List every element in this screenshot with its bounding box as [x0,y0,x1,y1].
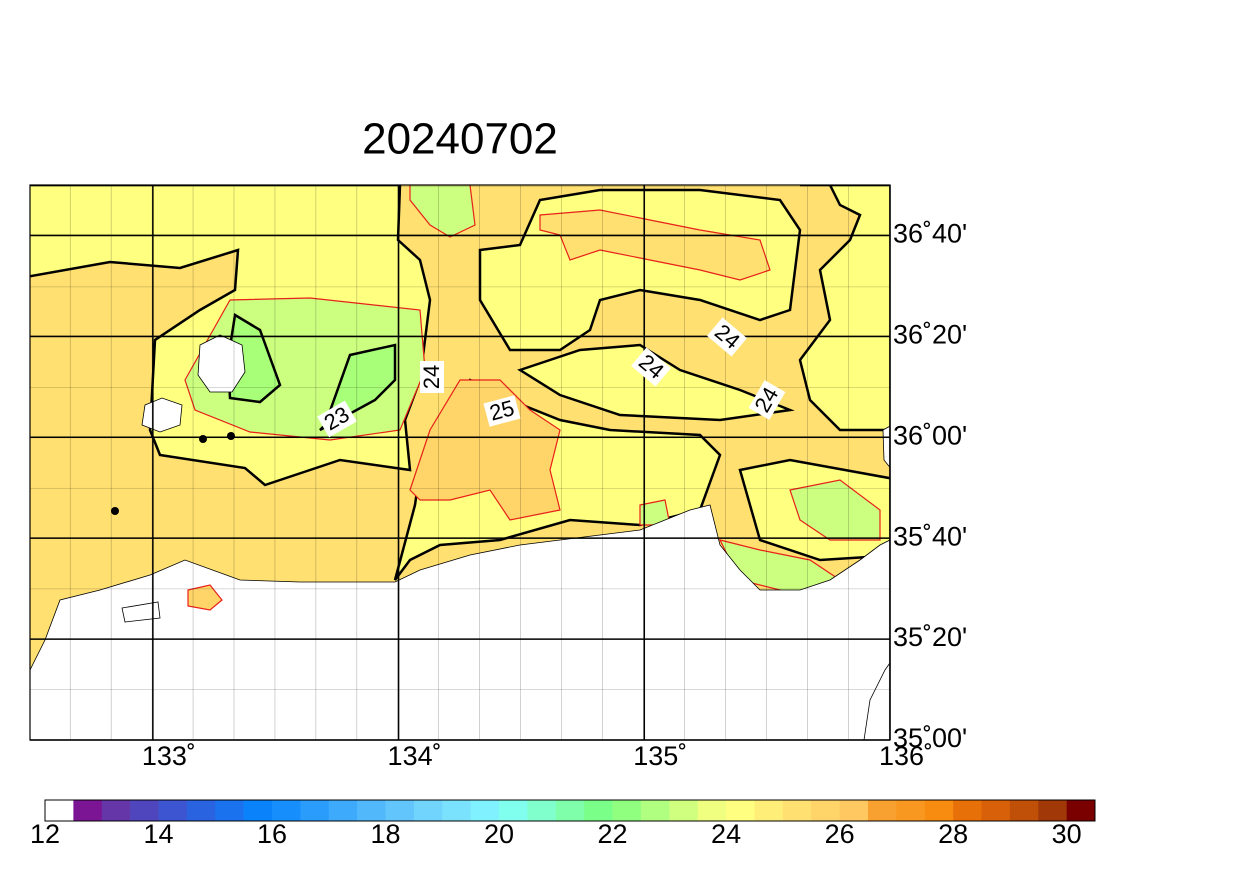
colorbar-box [811,800,840,821]
contour-label: 24 [419,361,444,393]
colorbar-box [101,800,131,821]
colorbar-box [442,800,471,821]
colorbar-box [867,800,897,821]
y-tick-label: 35˚40' [893,521,967,551]
x-tick-label: 135˚ [633,741,687,771]
colorbar-box [839,800,869,821]
colorbar-box [385,800,415,821]
colorbar-box [754,800,784,821]
colorbar-box [158,800,188,821]
colorbar-tick-label: 16 [257,819,287,849]
colorbar-tick-label: 28 [938,819,968,849]
colorbar-box [45,800,74,821]
colorbar-box [612,800,642,821]
colorbar-tick-label: 30 [1052,819,1082,849]
colorbar-box [272,800,301,821]
colorbar-box [1009,800,1039,821]
colorbar-box [357,800,386,821]
y-tick-label: 36˚00' [893,420,967,450]
x-tick-label: 133˚ [142,741,196,771]
colorbar-box [413,800,443,821]
colorbar-box [1038,800,1067,821]
colorbar-box [669,800,699,821]
minor-grid [30,185,890,740]
colorbar-box [1066,800,1096,821]
colorbar-box [782,800,812,821]
colorbar-box [73,800,103,821]
colorbar-box [584,800,613,821]
colorbar-frame [44,799,1096,822]
y-tick-label: 35˚00' [893,723,967,753]
colorbar-box [499,800,528,821]
contour-label-box [748,380,786,420]
colorbar-box [186,800,216,821]
colorbar-box [555,800,585,821]
map-frame [29,184,891,741]
colorbar-box [243,800,273,821]
contour-label-text: 24 [419,365,444,389]
colorbar-tick-label: 18 [371,819,401,849]
colorbar-box [726,800,755,821]
colorbar-box [470,800,500,821]
colorbar-box [300,800,330,821]
contour-label-box [631,347,671,387]
contour-label-box [483,395,521,427]
colorbar: 12 14 16 18 20 22 24 26 28 30 [30,799,1096,849]
colorbar-tick-label: 14 [143,819,173,849]
colorbar-tick-label: 22 [598,819,628,849]
contour-label-box [317,400,357,438]
colorbar-box [130,800,159,821]
colorbar-tick-label: 20 [484,819,514,849]
colorbar-tick-label: 12 [30,819,60,849]
x-tick-label: 136˚ [879,741,933,771]
colorbar-tick-label: 24 [711,819,741,849]
colorbar-box [328,800,358,821]
y-tick-label: 36˚20' [893,319,967,349]
colorbar-box [924,800,954,821]
map-field [30,185,890,740]
contour-label-box [420,361,444,393]
map-title: 20240702 [362,115,558,164]
colorbar-tick-label: 26 [825,819,855,849]
colorbar-box [981,800,1011,821]
colorbar-box [215,800,244,821]
colorbar-box [896,800,926,821]
y-tick-label: 36˚40' [893,219,967,249]
colorbar-box [697,800,727,821]
y-tick-label: 35˚20' [893,622,967,652]
contour-label: 25 [483,395,521,427]
colorbar-box [640,800,670,821]
contour-label-box [707,317,747,357]
colorbar-box [953,800,982,821]
x-tick-label: 134˚ [388,741,442,771]
colorbar-box [527,800,557,821]
